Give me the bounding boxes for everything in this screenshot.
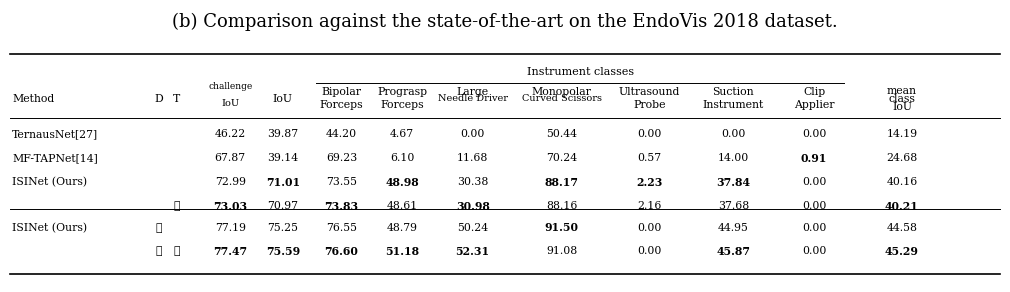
Text: 91.50: 91.50 [544, 222, 579, 233]
Text: 37.68: 37.68 [718, 201, 748, 211]
Text: 0.00: 0.00 [802, 201, 826, 211]
Text: 70.97: 70.97 [268, 201, 298, 211]
Text: D: D [155, 93, 163, 104]
Text: Forceps: Forceps [319, 100, 364, 110]
Text: Prograsp: Prograsp [377, 87, 427, 97]
Text: 0.00: 0.00 [637, 246, 662, 256]
Text: 39.14: 39.14 [268, 153, 298, 163]
Text: ISINet (Ours): ISINet (Ours) [12, 223, 87, 233]
Text: 88.17: 88.17 [544, 177, 579, 188]
Text: 77.19: 77.19 [215, 223, 245, 233]
Text: Curved Scissors: Curved Scissors [521, 94, 602, 103]
Text: IoU: IoU [892, 102, 912, 112]
Text: 0.00: 0.00 [802, 223, 826, 233]
Text: 0.00: 0.00 [721, 129, 745, 139]
Text: IoU: IoU [273, 93, 293, 104]
Text: 0.00: 0.00 [802, 177, 826, 187]
Text: 11.68: 11.68 [457, 153, 489, 163]
Text: 24.68: 24.68 [887, 153, 917, 163]
Text: class: class [889, 93, 915, 104]
Text: Ultrasound: Ultrasound [619, 87, 680, 97]
Text: ✓: ✓ [174, 201, 180, 211]
Text: T: T [173, 93, 181, 104]
Text: 0.00: 0.00 [802, 246, 826, 256]
Text: Instrument classes: Instrument classes [526, 67, 634, 77]
Text: Needle Driver: Needle Driver [437, 94, 508, 103]
Text: 48.98: 48.98 [385, 177, 419, 188]
Text: 50.24: 50.24 [458, 223, 488, 233]
Text: MF-TAPNet[14]: MF-TAPNet[14] [12, 153, 98, 163]
Text: ✓: ✓ [156, 246, 162, 256]
Text: 39.87: 39.87 [268, 129, 298, 139]
Text: 4.67: 4.67 [390, 129, 414, 139]
Text: 45.87: 45.87 [716, 246, 750, 257]
Text: Large: Large [457, 87, 489, 97]
Text: Probe: Probe [633, 100, 666, 110]
Text: 75.59: 75.59 [266, 246, 300, 257]
Text: 0.00: 0.00 [802, 129, 826, 139]
Text: 70.24: 70.24 [546, 153, 577, 163]
Text: 88.16: 88.16 [545, 201, 578, 211]
Text: 37.84: 37.84 [716, 177, 750, 188]
Text: Monopolar: Monopolar [531, 87, 592, 97]
Text: 48.79: 48.79 [387, 223, 417, 233]
Text: 44.95: 44.95 [718, 223, 748, 233]
Text: 73.03: 73.03 [213, 201, 247, 212]
Text: ISINet (Ours): ISINet (Ours) [12, 177, 87, 187]
Text: ✓: ✓ [156, 223, 162, 233]
Text: 0.57: 0.57 [637, 153, 662, 163]
Text: 73.55: 73.55 [326, 177, 357, 187]
Text: 75.25: 75.25 [268, 223, 298, 233]
Text: Instrument: Instrument [703, 100, 764, 110]
Text: 0.00: 0.00 [461, 129, 485, 139]
Text: 73.83: 73.83 [324, 201, 359, 212]
Text: 44.58: 44.58 [887, 223, 917, 233]
Text: 30.38: 30.38 [457, 177, 489, 187]
Text: 91.08: 91.08 [546, 246, 577, 256]
Text: 0.00: 0.00 [637, 223, 662, 233]
Text: Bipolar: Bipolar [321, 87, 362, 97]
Text: 50.44: 50.44 [546, 129, 577, 139]
Text: 51.18: 51.18 [385, 246, 419, 257]
Text: Forceps: Forceps [380, 100, 424, 110]
Text: challenge: challenge [208, 81, 252, 91]
Text: mean: mean [887, 86, 917, 95]
Text: 14.19: 14.19 [887, 129, 917, 139]
Text: TernausNet[27]: TernausNet[27] [12, 129, 98, 139]
Text: 77.47: 77.47 [213, 246, 247, 257]
Text: 76.60: 76.60 [324, 246, 359, 257]
Text: 48.61: 48.61 [387, 201, 417, 211]
Text: 46.22: 46.22 [215, 129, 245, 139]
Text: 2.23: 2.23 [636, 177, 663, 188]
Text: 76.55: 76.55 [326, 223, 357, 233]
Text: Applier: Applier [794, 100, 834, 110]
Text: 44.20: 44.20 [326, 129, 357, 139]
Text: 6.10: 6.10 [390, 153, 414, 163]
Text: IoU: IoU [221, 99, 239, 108]
Text: 69.23: 69.23 [326, 153, 357, 163]
Text: 2.16: 2.16 [637, 201, 662, 211]
Text: 71.01: 71.01 [266, 177, 300, 188]
Text: 0.91: 0.91 [801, 153, 827, 164]
Text: 72.99: 72.99 [215, 177, 245, 187]
Text: 67.87: 67.87 [215, 153, 245, 163]
Text: 40.21: 40.21 [885, 201, 919, 212]
Text: 30.98: 30.98 [456, 201, 490, 212]
Text: Method: Method [12, 93, 55, 104]
Text: 45.29: 45.29 [885, 246, 919, 257]
Text: Suction: Suction [712, 87, 754, 97]
Text: 0.00: 0.00 [637, 129, 662, 139]
Text: 40.16: 40.16 [887, 177, 917, 187]
Text: 52.31: 52.31 [456, 246, 490, 257]
Text: (b) Comparison against the state-of-the-art on the EndoVis 2018 dataset.: (b) Comparison against the state-of-the-… [172, 13, 838, 32]
Text: 14.00: 14.00 [718, 153, 748, 163]
Text: ✓: ✓ [174, 246, 180, 256]
Text: Clip: Clip [803, 87, 825, 97]
